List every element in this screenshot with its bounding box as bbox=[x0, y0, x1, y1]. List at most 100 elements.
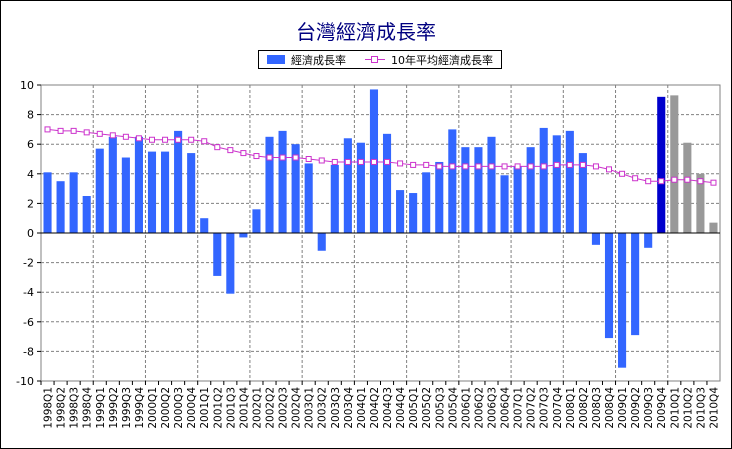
x-tick-label-2002Q1: 2002Q1 bbox=[251, 387, 263, 429]
bar-1999Q4 bbox=[134, 136, 143, 233]
legend-bar-label: 經濟成長率 bbox=[291, 54, 346, 67]
x-tick-label-2004Q3: 2004Q3 bbox=[382, 387, 394, 429]
bar-2004Q1 bbox=[356, 142, 365, 233]
x-tick-label-2002Q4: 2002Q4 bbox=[291, 387, 303, 429]
bar-2005Q1 bbox=[409, 193, 418, 233]
x-tick-label-1998Q3: 1998Q3 bbox=[69, 387, 81, 429]
bar-2003Q1 bbox=[304, 163, 313, 233]
x-tick-label-2000Q3: 2000Q3 bbox=[173, 387, 185, 429]
avg-point-2004Q2 bbox=[370, 158, 377, 165]
bar-2005Q2 bbox=[422, 172, 431, 233]
avg-point-2001Q4 bbox=[240, 150, 247, 157]
x-tick-label-2000Q1: 2000Q1 bbox=[147, 387, 159, 429]
x-tick-label-2009Q3: 2009Q3 bbox=[643, 387, 655, 429]
avg-point-2010Q2 bbox=[684, 176, 691, 183]
x-tick-label-2010Q2: 2010Q2 bbox=[682, 387, 694, 429]
avg-point-1998Q2 bbox=[57, 127, 64, 134]
x-tick-label-2005Q3: 2005Q3 bbox=[434, 387, 446, 429]
x-tick-label-2008Q3: 2008Q3 bbox=[591, 387, 603, 429]
avg-point-2002Q1 bbox=[253, 153, 260, 160]
avg-point-2005Q3 bbox=[436, 163, 443, 170]
avg-point-2005Q2 bbox=[423, 161, 430, 168]
x-tick-label-2009Q2: 2009Q2 bbox=[630, 387, 642, 429]
avg-point-2006Q3 bbox=[488, 163, 495, 170]
x-tick-label-2008Q1: 2008Q1 bbox=[565, 387, 577, 429]
bar-2009Q2 bbox=[631, 233, 640, 336]
bar-1998Q2 bbox=[56, 181, 65, 233]
bar-2001Q3 bbox=[226, 233, 235, 294]
avg-point-2006Q2 bbox=[475, 163, 482, 170]
x-tick-label-2001Q1: 2001Q1 bbox=[199, 387, 211, 429]
x-tick-label-2003Q4: 2003Q4 bbox=[343, 387, 355, 429]
avg-point-2007Q2 bbox=[527, 163, 534, 170]
bar-2005Q3 bbox=[435, 161, 444, 233]
y-tick-label: -8 bbox=[23, 345, 34, 358]
avg-point-2001Q2 bbox=[214, 144, 221, 151]
bar-2004Q4 bbox=[396, 190, 405, 233]
avg-point-1999Q1 bbox=[96, 130, 103, 137]
bar-2000Q1 bbox=[147, 151, 157, 233]
x-tick-label-2009Q1: 2009Q1 bbox=[617, 387, 629, 429]
y-tick-label: -2 bbox=[23, 257, 34, 270]
y-tick-label: 0 bbox=[27, 227, 34, 240]
bar-2003Q3 bbox=[330, 164, 339, 233]
avg-point-2008Q4 bbox=[606, 166, 613, 173]
bar-2007Q4 bbox=[552, 135, 561, 233]
bar-1998Q3 bbox=[69, 172, 78, 233]
x-tick-label-2006Q2: 2006Q2 bbox=[473, 387, 485, 429]
bar-1998Q1 bbox=[43, 172, 52, 233]
chart-title: 台灣經濟成長率 bbox=[296, 20, 436, 44]
avg-point-2002Q4 bbox=[292, 154, 299, 161]
avg-point-2010Q4 bbox=[710, 179, 717, 186]
bar-2002Q1 bbox=[252, 209, 261, 233]
x-tick-label-2000Q4: 2000Q4 bbox=[186, 387, 198, 429]
avg-point-2008Q1 bbox=[566, 161, 573, 168]
bar-2002Q4 bbox=[291, 144, 300, 233]
x-tick-label-2007Q1: 2007Q1 bbox=[513, 387, 525, 429]
bar-1999Q2 bbox=[108, 136, 117, 233]
avg-point-2008Q3 bbox=[592, 163, 599, 170]
avg-point-2010Q3 bbox=[697, 178, 704, 185]
x-tick-label-2007Q2: 2007Q2 bbox=[526, 387, 538, 429]
bar-2006Q3 bbox=[487, 136, 496, 233]
bar-2008Q1 bbox=[565, 130, 574, 233]
avg-point-2007Q1 bbox=[514, 163, 521, 170]
bar-2008Q4 bbox=[604, 233, 614, 339]
avg-point-2005Q1 bbox=[410, 161, 417, 168]
y-tick-label: 4 bbox=[27, 168, 34, 181]
avg-point-2009Q4 bbox=[658, 178, 665, 185]
x-tick-label-1999Q1: 1999Q1 bbox=[95, 387, 107, 429]
avg-point-1999Q3 bbox=[122, 133, 129, 140]
avg-point-2000Q4 bbox=[188, 136, 195, 143]
x-tick-label-1999Q4: 1999Q4 bbox=[134, 387, 146, 429]
avg-point-2007Q4 bbox=[553, 161, 560, 168]
avg-point-2006Q4 bbox=[501, 163, 508, 170]
bar-2010Q4 bbox=[709, 222, 718, 233]
avg-point-2003Q4 bbox=[344, 158, 351, 165]
x-tick-label-1998Q1: 1998Q1 bbox=[43, 387, 55, 429]
y-tick-label: 10 bbox=[20, 79, 34, 92]
avg-point-2002Q3 bbox=[279, 154, 286, 161]
bar-2008Q2 bbox=[578, 153, 587, 233]
bar-2006Q4 bbox=[500, 175, 509, 233]
avg-point-2010Q1 bbox=[671, 176, 678, 183]
x-tick-label-2006Q1: 2006Q1 bbox=[460, 387, 472, 429]
bar-2000Q3 bbox=[174, 130, 183, 233]
bar-1998Q4 bbox=[82, 196, 91, 233]
x-tick-label-2007Q4: 2007Q4 bbox=[552, 387, 564, 429]
y-tick-label: -4 bbox=[23, 286, 34, 299]
bar-2004Q3 bbox=[382, 133, 392, 233]
avg-point-2008Q2 bbox=[579, 161, 586, 168]
avg-point-2001Q1 bbox=[201, 138, 208, 145]
avg-point-2009Q3 bbox=[645, 178, 652, 185]
x-tick-label-1998Q2: 1998Q2 bbox=[56, 387, 68, 429]
x-tick-label-2010Q3: 2010Q3 bbox=[695, 387, 707, 429]
bar-2000Q4 bbox=[187, 153, 196, 233]
avg-growth-line bbox=[47, 128, 714, 184]
bar-2007Q3 bbox=[539, 127, 548, 233]
avg-point-2002Q2 bbox=[266, 154, 273, 161]
y-tick-label: 2 bbox=[27, 197, 34, 210]
x-tick-label-2005Q4: 2005Q4 bbox=[447, 387, 459, 429]
bar-2007Q2 bbox=[526, 147, 535, 233]
